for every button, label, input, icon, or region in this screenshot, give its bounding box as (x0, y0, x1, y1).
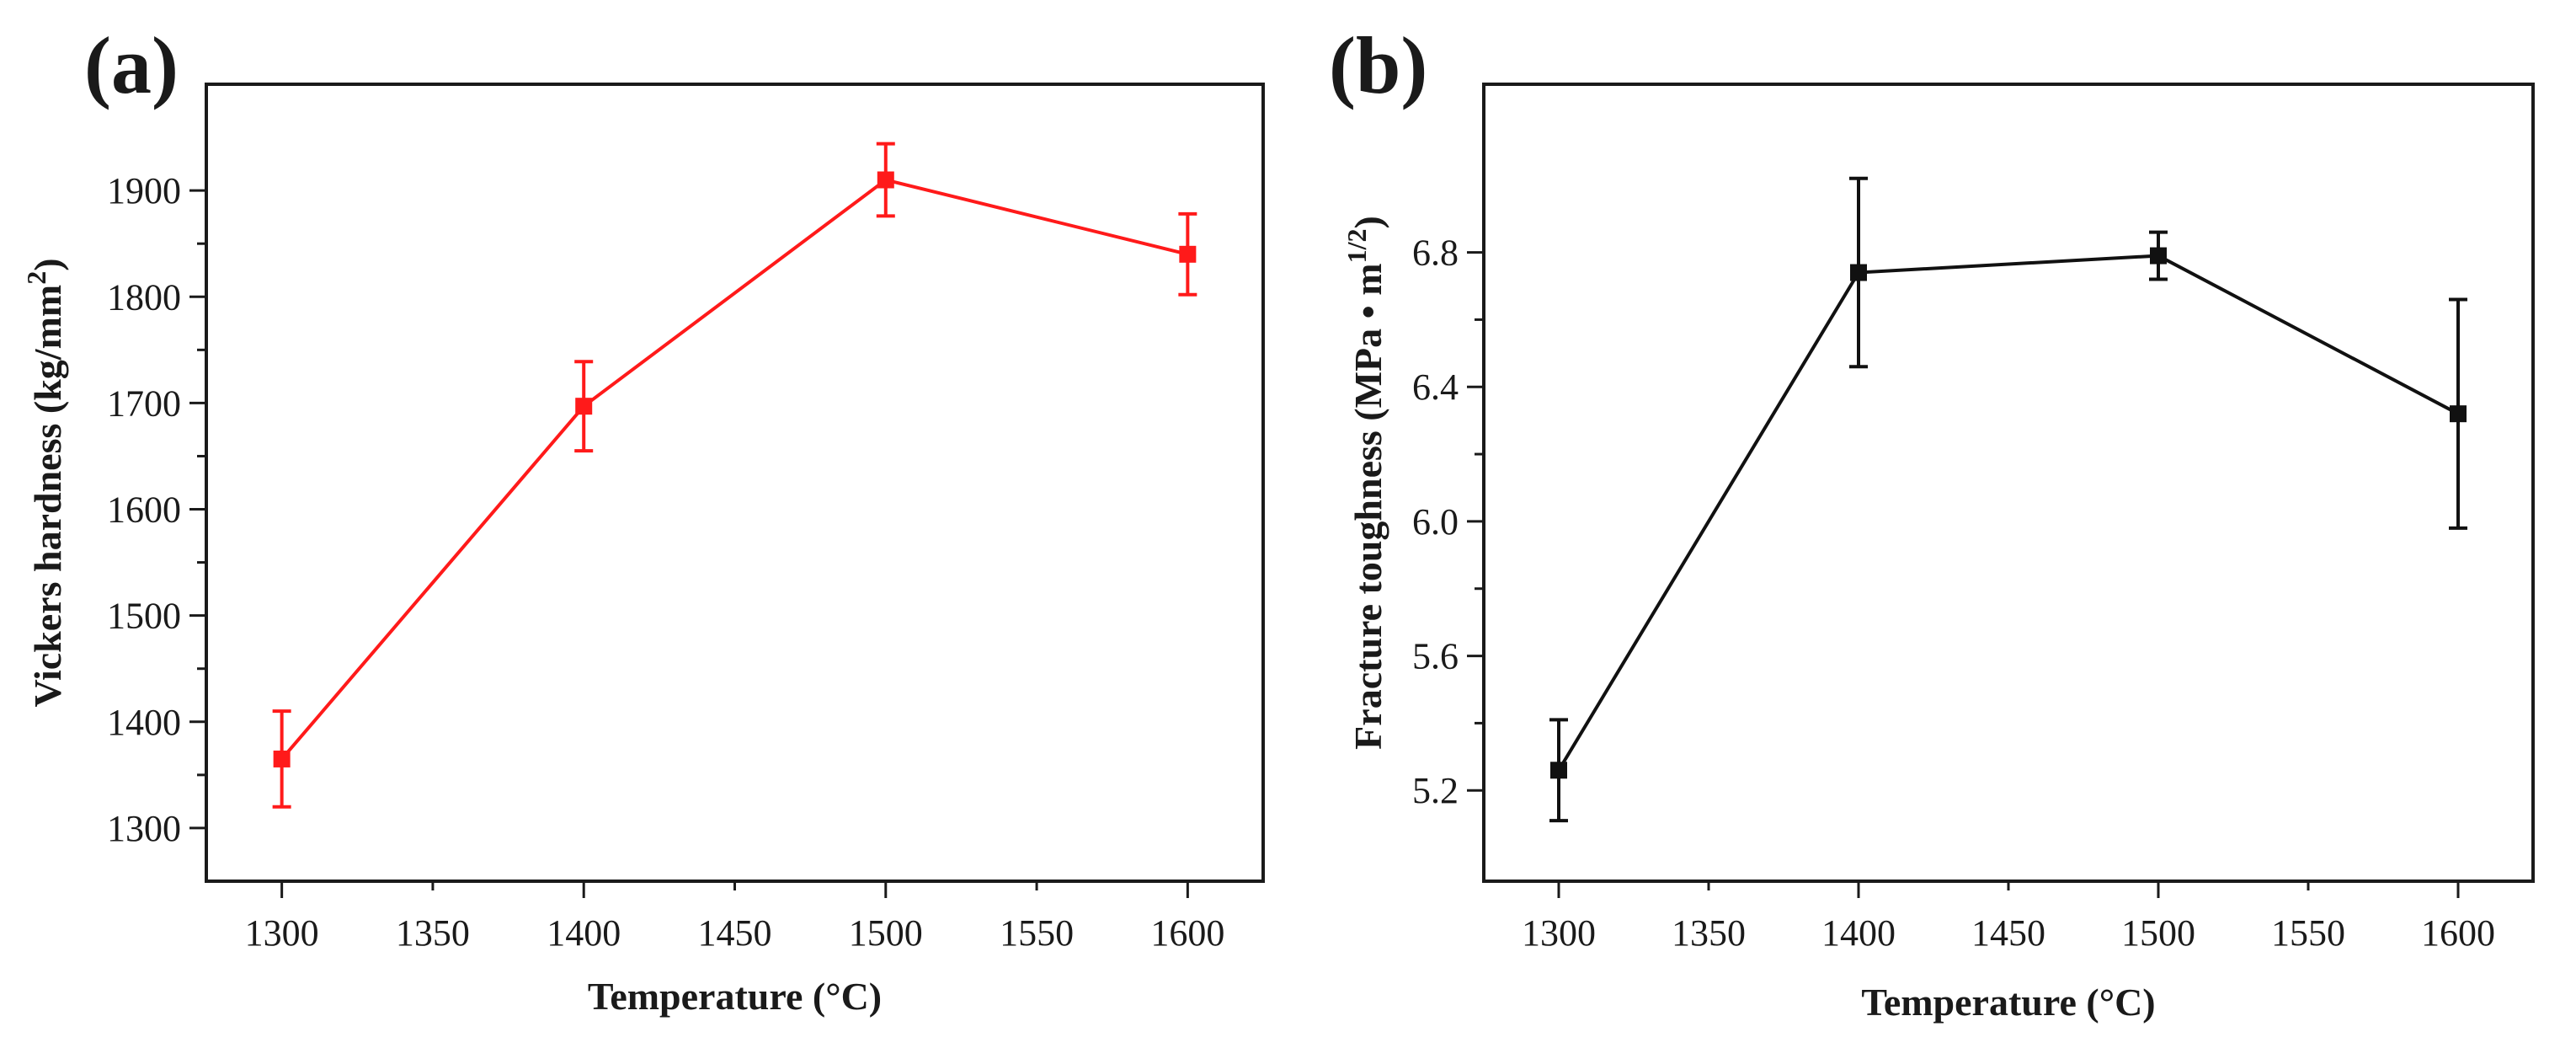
data-point (877, 171, 894, 189)
y-tick-label: 6.0 (1412, 501, 1459, 543)
y-tick-label: 5.2 (1412, 770, 1459, 811)
x-tick-label: 1550 (2271, 912, 2345, 954)
x-tick-label: 1600 (2421, 912, 2495, 954)
chart-panel-b: (b) 1300 1350 1400 1450 1500 1550 1600 5.2 5.6 6.0… (1329, 20, 2535, 1024)
panel-label: (b) (1329, 20, 1427, 110)
x-tick-label: 1500 (2121, 912, 2195, 954)
y-tick-label: 1600 (107, 489, 181, 531)
x-tick-label: 1500 (849, 912, 923, 954)
y-tick-label: 6.4 (1412, 366, 1459, 408)
data-point (575, 398, 593, 415)
y-tick-label: 1500 (107, 596, 181, 637)
series-line (1557, 254, 2459, 772)
chart-panel-a: (a) 1300 1350 1400 1450 1500 1550 1600 1300 1400 1… (21, 20, 1265, 1018)
x-tick-label: 1450 (698, 912, 772, 954)
y-tick-label: 6.8 (1412, 233, 1459, 274)
data-point (273, 750, 291, 767)
y-tick-label: 1300 (107, 808, 181, 849)
plot-frame (1482, 83, 2535, 883)
y-axis-title: Fracture toughness (MPa • m1/2) (1341, 216, 1389, 750)
x-tick-label: 1450 (1971, 912, 2045, 954)
x-tick-label: 1300 (245, 912, 319, 954)
y-tick-label: 1400 (107, 702, 181, 743)
data-point (2150, 247, 2167, 265)
data-point (2450, 405, 2467, 423)
x-tick-label: 1350 (1672, 912, 1746, 954)
x-tick-label: 1350 (396, 912, 470, 954)
y-tick-label: 1700 (107, 382, 181, 424)
x-tick-label: 1400 (547, 912, 621, 954)
y-tick-label: 1900 (107, 170, 181, 211)
x-axis-title: Temperature (°C) (588, 975, 882, 1018)
data-point (1179, 245, 1197, 263)
x-tick-label: 1600 (1150, 912, 1224, 954)
series-line (280, 178, 1188, 761)
y-axis-title: Vickers hardness (kg/mm2) (21, 258, 69, 707)
x-tick-label: 1300 (1522, 912, 1596, 954)
y-tick-label: 5.6 (1412, 636, 1459, 677)
panel-label: (a) (84, 20, 179, 110)
plot-frame (205, 83, 1265, 883)
data-point (1850, 264, 1867, 281)
x-axis-title: Temperature (°C) (1861, 981, 2155, 1024)
x-tick-label: 1400 (1821, 912, 1896, 954)
x-tick-label: 1550 (1000, 912, 1074, 954)
y-tick-label: 1800 (107, 276, 181, 318)
data-point (1550, 762, 1567, 779)
